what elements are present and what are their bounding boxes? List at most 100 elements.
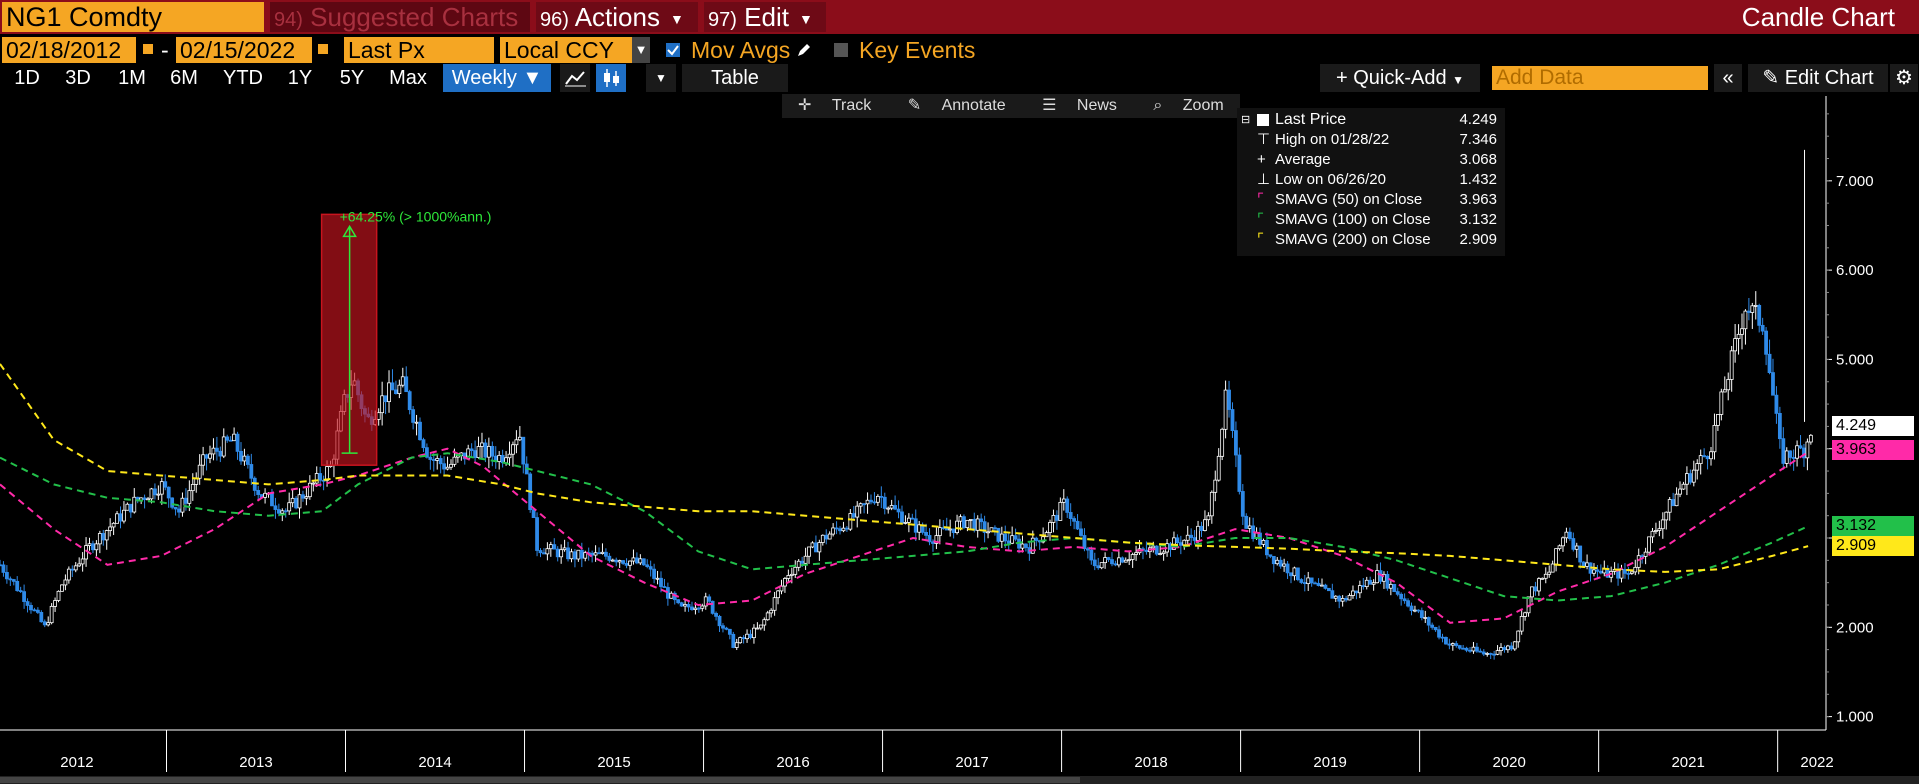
candle-body [724,627,729,630]
candle-body [807,546,811,557]
candle-body [789,573,794,576]
calendar-icon[interactable] [316,42,330,56]
period-max-button[interactable]: Max [389,67,427,89]
candle-body [738,637,743,644]
calendar-icon[interactable] [141,42,155,56]
candle-body [1664,511,1669,521]
candle-body [631,557,636,562]
candle-body [146,498,150,501]
candle-body [149,488,154,500]
news-tool[interactable]: ☰ News [1034,97,1125,114]
candle-body [669,592,674,599]
candle-body [1671,499,1676,507]
zoom-tool[interactable]: ⌕ Zoom [1145,97,1231,114]
pencil-icon[interactable] [796,42,812,58]
period-1d-button[interactable]: 1D [14,67,40,89]
candle-body [1096,565,1101,569]
candle-body [693,607,698,611]
quick-add-button[interactable]: + Quick-Add ▼ [1320,64,1480,92]
candle-body [1519,616,1524,632]
candle-body [280,510,285,514]
candle-body [170,497,175,508]
candle-body [387,382,391,403]
start-date-field[interactable]: 02/18/2012 [2,37,136,63]
candle-body [576,549,581,560]
legend-value: 4.249 [1459,111,1497,128]
gear-icon[interactable]: ⚙ [1890,64,1918,92]
price-field-select[interactable]: Last Px [344,37,494,63]
suggested-charts-button[interactable]: 94) Suggested Charts [270,2,530,32]
candle-body [1795,445,1799,459]
candle-body [1595,569,1600,572]
candle-body [184,497,188,504]
candle-body [276,509,281,514]
candle-body [1495,650,1500,655]
mov-avgs-checkbox[interactable] [666,43,680,57]
key-events-checkbox[interactable] [834,43,848,57]
actions-menu-button[interactable]: 96) Actions ▼ [536,2,698,32]
edit-menu-button[interactable]: 97) Edit ▼ [704,2,826,32]
candle-body [1247,525,1252,529]
candle-body [1488,653,1493,655]
period-1y-button[interactable]: 1Y [287,67,313,89]
legend-low: ⊥ Low on 06/26/20 1.432 [1237,170,1505,190]
period-3d-button[interactable]: 3D [65,67,91,89]
candle-body [1203,519,1207,531]
track-label: Track [831,97,872,114]
end-date-field[interactable]: 02/15/2022 [176,37,312,63]
candle-body [314,473,319,484]
candle-body [545,548,550,555]
key-events-label: Key Events [859,37,976,63]
period-5y-button[interactable]: 5Y [339,67,365,89]
chart-type-dropdown-icon[interactable]: ▼ [646,64,676,92]
candle-body [903,522,908,524]
currency-select[interactable]: Local CCY [500,37,632,63]
line-chart-icon[interactable] [560,64,590,92]
candle-body [108,526,113,531]
edit-chart-button[interactable]: ✎ Edit Chart [1748,64,1888,92]
candle-body [1709,451,1713,460]
candle-body [1161,551,1166,554]
candle-body [1750,305,1755,313]
candle-body [1746,310,1751,313]
track-tool[interactable]: ✛ Track [790,97,879,114]
collapse-icon[interactable]: ⊟ [1241,114,1251,126]
candle-body [810,542,815,548]
candle-body [1626,572,1631,575]
candle-body [1289,572,1293,577]
candle-body [1154,545,1159,555]
candle-body [1268,554,1273,557]
currency-dropdown-icon[interactable]: ▼ [632,37,650,63]
candle-body [783,578,787,587]
candle-body [1302,582,1307,585]
candle-body [307,482,312,498]
candle-body [1540,577,1545,580]
add-data-input[interactable]: Add Data [1492,66,1708,90]
frequency-select[interactable]: Weekly ▼ [443,64,551,92]
candle-body [996,527,1001,542]
candle-body [1237,454,1242,492]
period-6m-button[interactable]: 6M [170,67,198,89]
candle-body [125,503,130,511]
x-tick-label: 2012 [60,754,93,771]
period-1m-button[interactable]: 1M [118,67,146,89]
candle-chart-icon[interactable] [596,64,626,92]
candle-body [1261,539,1266,545]
candle-body [1581,561,1586,567]
candle-body [411,409,416,423]
candle-body [311,482,316,485]
period-ytd-button[interactable]: YTD [223,67,263,89]
chart-type-title: Candle Chart [1741,2,1895,32]
candle-body [1409,605,1414,611]
candle-body [793,566,798,575]
candle-body [858,503,863,507]
x-tick-label: 2015 [597,754,630,771]
ticker-field[interactable]: NG1 Comdty [2,2,264,32]
table-button[interactable]: Table [682,64,788,92]
collapse-double-chevron-icon[interactable]: « [1714,64,1742,92]
candle-body [1068,512,1073,519]
candle-body [955,520,959,534]
candle-body [128,503,133,513]
annotate-tool[interactable]: ✎ Annotate [900,97,1014,114]
